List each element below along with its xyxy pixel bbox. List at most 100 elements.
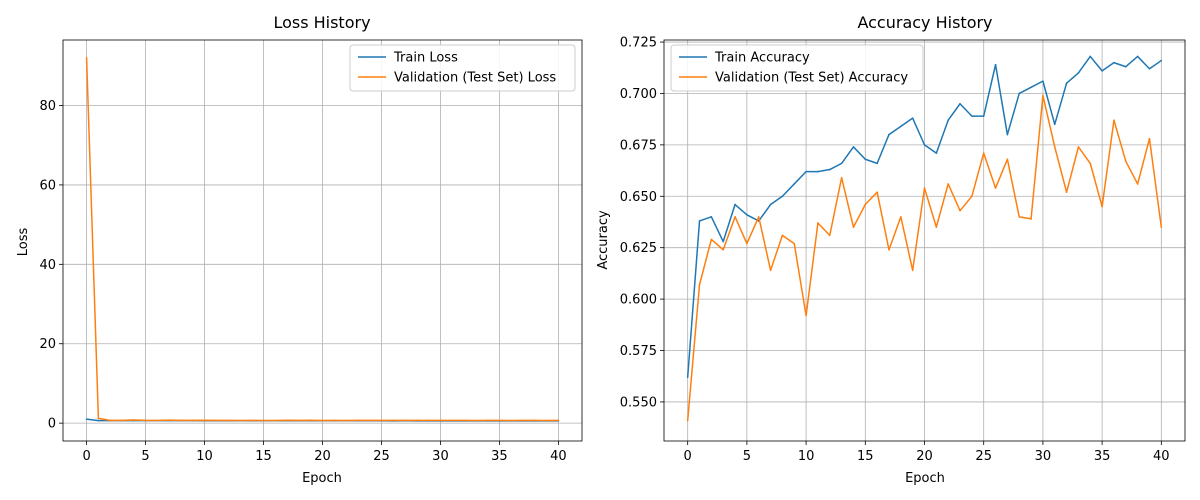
data-point xyxy=(1042,94,1044,97)
data-point xyxy=(864,203,867,206)
x-axis-label: Epoch xyxy=(905,471,945,486)
x-tick-label: 10 xyxy=(798,449,815,464)
data-point xyxy=(900,125,902,128)
data-point xyxy=(746,213,748,216)
y-axis-label: Accuracy xyxy=(596,210,611,270)
data-point xyxy=(959,102,961,105)
x-tick-label: 40 xyxy=(550,449,567,464)
data-point xyxy=(1053,146,1056,148)
data-point xyxy=(1125,65,1127,68)
y-tick-label: 0.575 xyxy=(620,344,657,359)
data-point xyxy=(132,419,135,421)
data-point xyxy=(935,226,938,228)
data-point xyxy=(463,419,465,422)
legend-label: Validation (Test Set) Loss xyxy=(394,71,556,86)
data-point xyxy=(345,419,347,422)
data-point xyxy=(828,168,831,171)
data-point xyxy=(180,419,182,422)
data-point xyxy=(710,238,713,241)
data-point xyxy=(1006,158,1009,161)
data-point xyxy=(1089,55,1092,58)
data-point xyxy=(947,119,949,121)
data-point xyxy=(416,419,418,422)
data-point xyxy=(1148,67,1151,70)
data-point xyxy=(1042,80,1044,82)
data-point xyxy=(1136,183,1139,185)
data-point xyxy=(1018,216,1021,218)
data-point xyxy=(722,240,724,243)
data-point xyxy=(85,57,88,59)
data-point xyxy=(262,419,265,422)
y-tick-label: 0.700 xyxy=(620,87,657,102)
y-tick-label: 0 xyxy=(48,417,56,432)
data-point xyxy=(888,248,890,251)
y-tick-label: 0.725 xyxy=(620,36,657,51)
data-point xyxy=(250,419,253,422)
data-point xyxy=(746,242,748,245)
data-point xyxy=(439,419,442,422)
data-point xyxy=(557,419,560,422)
data-point xyxy=(380,419,383,422)
data-point xyxy=(994,187,997,189)
data-point xyxy=(227,419,229,422)
data-point xyxy=(769,203,772,206)
data-point xyxy=(923,144,926,146)
data-point xyxy=(781,195,784,198)
data-point xyxy=(85,418,88,420)
data-point xyxy=(793,183,796,185)
chart-title: Accuracy History xyxy=(857,13,992,32)
data-point xyxy=(203,419,206,422)
legend-label: Validation (Test Set) Accuracy xyxy=(715,71,908,86)
y-tick-label: 60 xyxy=(39,178,56,193)
x-tick-label: 25 xyxy=(373,449,390,464)
data-point xyxy=(1136,55,1139,58)
data-point xyxy=(982,115,985,117)
legend-box xyxy=(349,44,576,92)
data-point xyxy=(994,63,997,66)
x-tick-label: 15 xyxy=(857,449,874,464)
x-tick-label: 5 xyxy=(141,449,149,464)
y-tick-label: 40 xyxy=(39,258,56,273)
legend-box xyxy=(670,44,924,92)
data-point xyxy=(97,419,100,422)
data-point xyxy=(274,419,277,422)
data-point xyxy=(1089,162,1092,165)
axes-frame xyxy=(663,39,1186,442)
legend: Train Loss Validation (Test Set) Loss xyxy=(349,44,576,92)
data-point xyxy=(722,248,724,251)
x-tick-label: 35 xyxy=(1094,449,1111,464)
data-point xyxy=(1113,119,1115,121)
data-point xyxy=(298,419,300,422)
data-point xyxy=(840,162,843,165)
data-point xyxy=(156,419,159,422)
y-tick-label: 0.675 xyxy=(620,138,657,153)
data-point xyxy=(1030,218,1032,220)
data-point xyxy=(404,419,406,422)
data-point xyxy=(191,419,194,422)
data-point xyxy=(392,419,395,422)
data-point xyxy=(239,419,241,422)
data-point xyxy=(357,419,359,422)
y-tick-label: 0.650 xyxy=(620,190,657,205)
data-point xyxy=(1065,191,1068,193)
data-point xyxy=(1125,160,1127,163)
x-tick-label: 20 xyxy=(916,449,933,464)
data-point xyxy=(781,234,784,237)
legend-label: Train Accuracy xyxy=(714,51,810,66)
data-point xyxy=(935,152,938,154)
data-point xyxy=(852,226,855,228)
data-point xyxy=(686,376,689,379)
legend-label: Train Loss xyxy=(393,51,458,66)
data-point xyxy=(923,187,926,189)
data-point xyxy=(828,234,831,237)
data-point xyxy=(1148,137,1151,140)
data-point xyxy=(215,419,218,422)
data-point xyxy=(1018,92,1021,95)
data-point xyxy=(1160,59,1163,62)
legend: Train Accuracy Validation (Test Set) Accu… xyxy=(670,44,924,92)
data-point xyxy=(109,419,111,422)
data-point xyxy=(734,203,736,206)
data-point xyxy=(698,283,701,286)
data-point xyxy=(498,419,501,422)
